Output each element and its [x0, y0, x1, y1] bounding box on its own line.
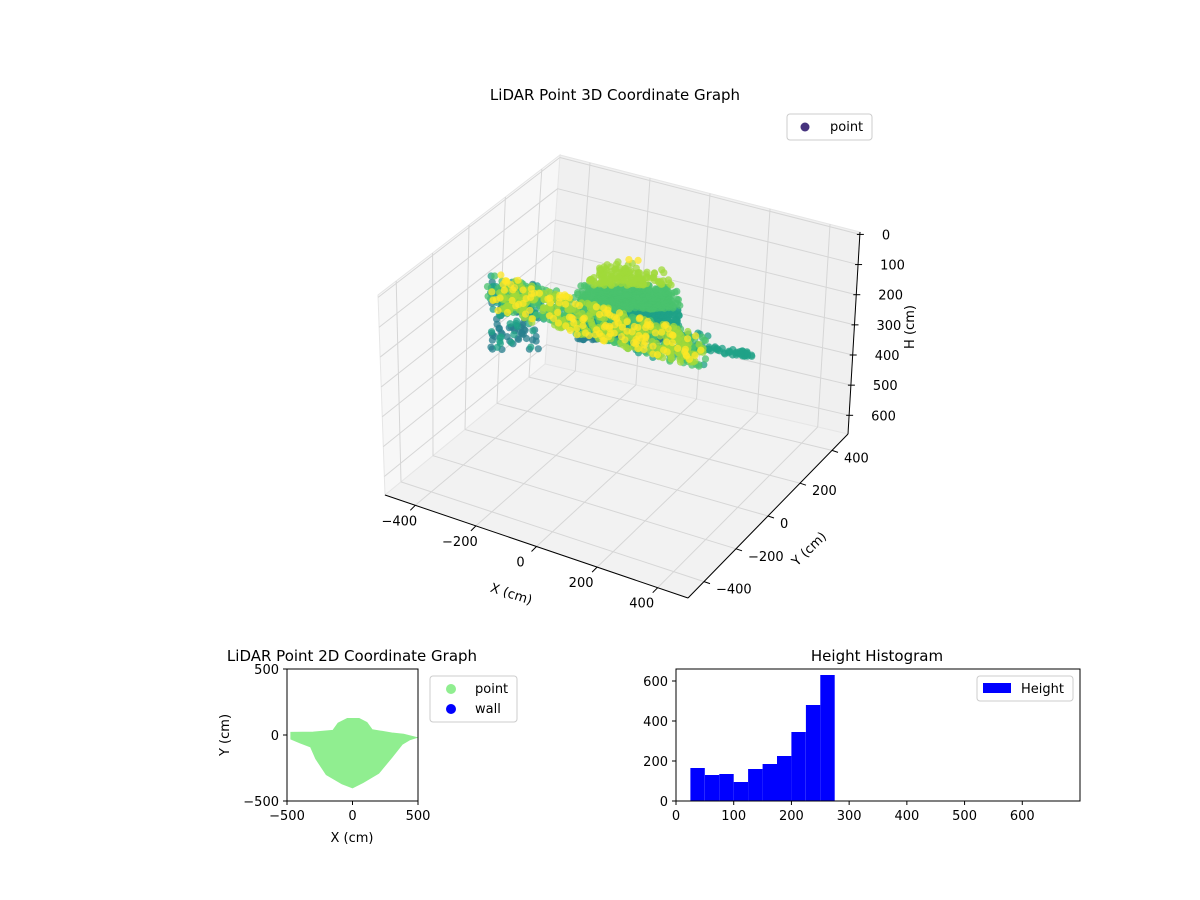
legend-3d-label: point — [830, 120, 863, 135]
y-axis-label-2d: Y (cm) — [218, 714, 233, 757]
histogram-bar — [777, 756, 792, 801]
legend-3d-marker — [800, 122, 810, 132]
z-axis-line — [847, 231, 861, 435]
legend-point-marker — [446, 684, 456, 694]
x-tick-histogram: 100 — [721, 809, 746, 824]
x-tick-2d: 500 — [406, 809, 431, 824]
histogram-bar — [805, 705, 821, 801]
point-cloud-2d — [290, 718, 419, 789]
histogram-title: Height Histogram — [811, 647, 943, 665]
y-tick-3d: 200 — [812, 484, 837, 499]
legend-histogram: Height — [976, 675, 1074, 702]
histogram-bar — [733, 782, 749, 801]
x-tick-histogram: 0 — [672, 809, 680, 824]
height-histogram: Height Histogram 0 100 200 300 400 500 600 0 200… — [643, 647, 1081, 824]
legend-wall-marker — [446, 704, 456, 714]
legend-3d-box — [786, 113, 873, 141]
legend-2d: point wall — [429, 675, 518, 723]
chart-2d-title: LiDAR Point 2D Coordinate Graph — [227, 647, 477, 665]
legend-wall-label: wall — [475, 702, 501, 717]
y-tick-3d: 400 — [844, 451, 869, 466]
x-tick-3d: 400 — [629, 597, 654, 612]
histogram-bar — [791, 732, 806, 801]
histogram-bar — [820, 675, 835, 801]
y-tick-2d: 0 — [271, 729, 279, 744]
point-cloud — [483, 256, 756, 370]
histogram-bar — [762, 764, 777, 801]
z-tick-3d: 200 — [878, 289, 903, 304]
y-tick-histogram: 600 — [643, 675, 668, 690]
x-tick-3d: −400 — [381, 514, 417, 529]
ticks-2d: −500 0 500 500 0 −500 — [243, 663, 430, 824]
x-tick-2d: 0 — [348, 809, 356, 824]
x-tick-histogram: 200 — [779, 809, 804, 824]
y-tick-histogram: 400 — [643, 715, 668, 730]
x-tick-3d: 0 — [516, 556, 524, 571]
y-tick-3d: −200 — [748, 550, 784, 565]
x-tick-histogram: 600 — [1010, 809, 1035, 824]
x-tick-histogram: 500 — [952, 809, 977, 824]
z-tick-3d: 100 — [880, 259, 905, 274]
y-ticks-3d: 400 200 0 −200 −400 — [703, 449, 869, 598]
x-axis-label-2d: X (cm) — [331, 831, 374, 846]
x-tick-2d: −500 — [269, 809, 305, 824]
legend-histogram-label: Height — [1021, 682, 1064, 697]
histogram-bar — [704, 775, 720, 801]
legend-histogram-swatch — [983, 683, 1011, 693]
y-tick-3d: 0 — [780, 517, 788, 532]
legend-point-label: point — [475, 682, 508, 697]
y-tick-histogram: 0 — [660, 795, 668, 810]
histogram-frame — [675, 668, 1081, 802]
z-tick-3d: 500 — [873, 379, 898, 394]
x-tick-3d: 200 — [569, 576, 594, 591]
z-tick-3d: 0 — [882, 228, 890, 243]
histogram-bar — [748, 769, 763, 801]
z-ticks-3d: 0 100 200 300 400 500 600 — [846, 228, 905, 424]
z-tick-3d: 300 — [876, 319, 901, 334]
x-tick-histogram: 400 — [894, 809, 919, 824]
z-tick-3d: 400 — [875, 349, 900, 364]
histogram-bars — [690, 675, 835, 801]
scatter-2d-chart: LiDAR Point 2D Coordinate Graph −500 0 500… — [218, 647, 518, 846]
y-tick-2d: −500 — [243, 795, 279, 810]
legend-histogram-box — [976, 675, 1074, 702]
z-axis-label-3d: H (cm) — [903, 305, 918, 349]
x-ticks-3d: −400 −200 0 200 400 — [381, 504, 659, 612]
z-tick-3d: 600 — [871, 409, 896, 424]
y-tick-3d: −400 — [716, 583, 752, 598]
x-tick-histogram: 300 — [837, 809, 862, 824]
x-tick-3d: −200 — [442, 535, 478, 550]
chart-3d-title: LiDAR Point 3D Coordinate Graph — [490, 86, 740, 104]
histogram-bar — [719, 774, 734, 801]
legend-3d: point — [786, 113, 873, 141]
histogram-ticks: 0 100 200 300 400 500 600 0 200 400 600 — [643, 675, 1035, 824]
scatter-3d-chart: LiDAR Point 3D Coordinate Graph −400 −200… — [377, 86, 918, 612]
y-tick-histogram: 200 — [643, 755, 668, 770]
histogram-bar — [690, 768, 705, 801]
y-tick-2d: 500 — [254, 663, 279, 678]
